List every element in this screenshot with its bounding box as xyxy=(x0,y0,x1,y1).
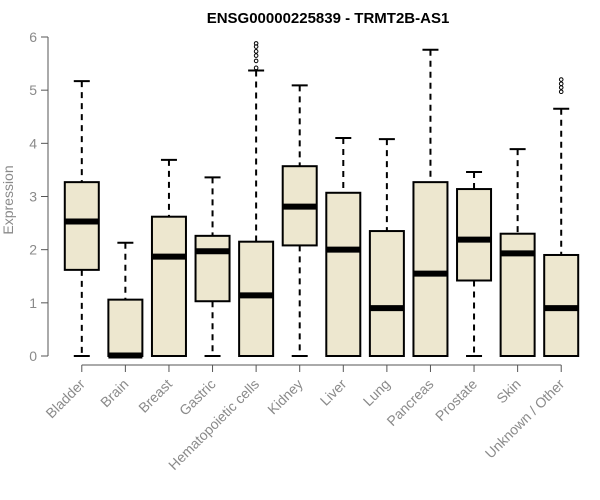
y-tick-label: 4 xyxy=(29,135,37,151)
x-tick-label: Brain xyxy=(97,376,131,410)
box-kidney xyxy=(281,84,318,357)
box-skin xyxy=(499,148,536,357)
outlier-point xyxy=(253,65,259,71)
box-bladder xyxy=(63,80,100,357)
x-tick-label: Lung xyxy=(360,376,393,409)
outlier-point xyxy=(253,53,259,58)
box-pancreas xyxy=(412,48,449,357)
outlier-point xyxy=(253,41,259,46)
y-tick-label: 1 xyxy=(29,295,37,311)
box-liver xyxy=(325,137,362,357)
box-lung xyxy=(368,138,405,357)
box-hematopoietic-cells xyxy=(238,41,275,357)
x-tick-label: Prostate xyxy=(432,376,480,424)
outlier-point xyxy=(253,58,259,64)
x-tick-label: Liver xyxy=(317,376,350,409)
y-tick-label: 3 xyxy=(29,189,37,205)
y-tick-label: 5 xyxy=(29,82,37,98)
y-tick-label: 2 xyxy=(29,242,37,258)
y-axis-label: Expression xyxy=(0,165,16,234)
chart-title: ENSG00000225839 - TRMT2B-AS1 xyxy=(207,10,450,27)
iqr-box xyxy=(368,230,405,357)
iqr-box xyxy=(456,188,493,282)
x-tick-label: Kidney xyxy=(264,376,306,418)
box-prostate xyxy=(456,171,493,357)
box-gastric xyxy=(194,176,231,357)
iqr-box xyxy=(194,234,231,303)
outlier-point xyxy=(558,85,564,90)
iqr-box xyxy=(150,215,187,357)
iqr-box xyxy=(325,191,362,357)
box-brain xyxy=(107,241,144,359)
x-tick-label: Bladder xyxy=(42,376,88,422)
outlier-point xyxy=(253,49,259,54)
y-tick-label: 0 xyxy=(29,348,37,364)
x-tick-label: Gastric xyxy=(176,376,219,419)
iqr-box xyxy=(412,181,449,357)
x-tick-label: Skin xyxy=(493,376,524,407)
x-tick-label: Pancreas xyxy=(383,376,436,429)
iqr-box xyxy=(238,240,275,357)
iqr-box xyxy=(107,298,144,358)
outlier-point xyxy=(558,77,564,82)
y-tick-label: 6 xyxy=(29,29,37,45)
iqr-box xyxy=(63,181,100,271)
outlier-point xyxy=(558,81,564,87)
box-breast xyxy=(150,158,187,357)
box-unknown-other xyxy=(543,77,580,358)
boxes-layer xyxy=(63,41,580,359)
x-tick-label: Breast xyxy=(135,376,175,416)
y-axis: 0 1 2 3 4 5 6 xyxy=(29,29,49,364)
x-tick-label: Unknown / Other xyxy=(482,376,568,462)
outlier-point xyxy=(558,89,564,95)
